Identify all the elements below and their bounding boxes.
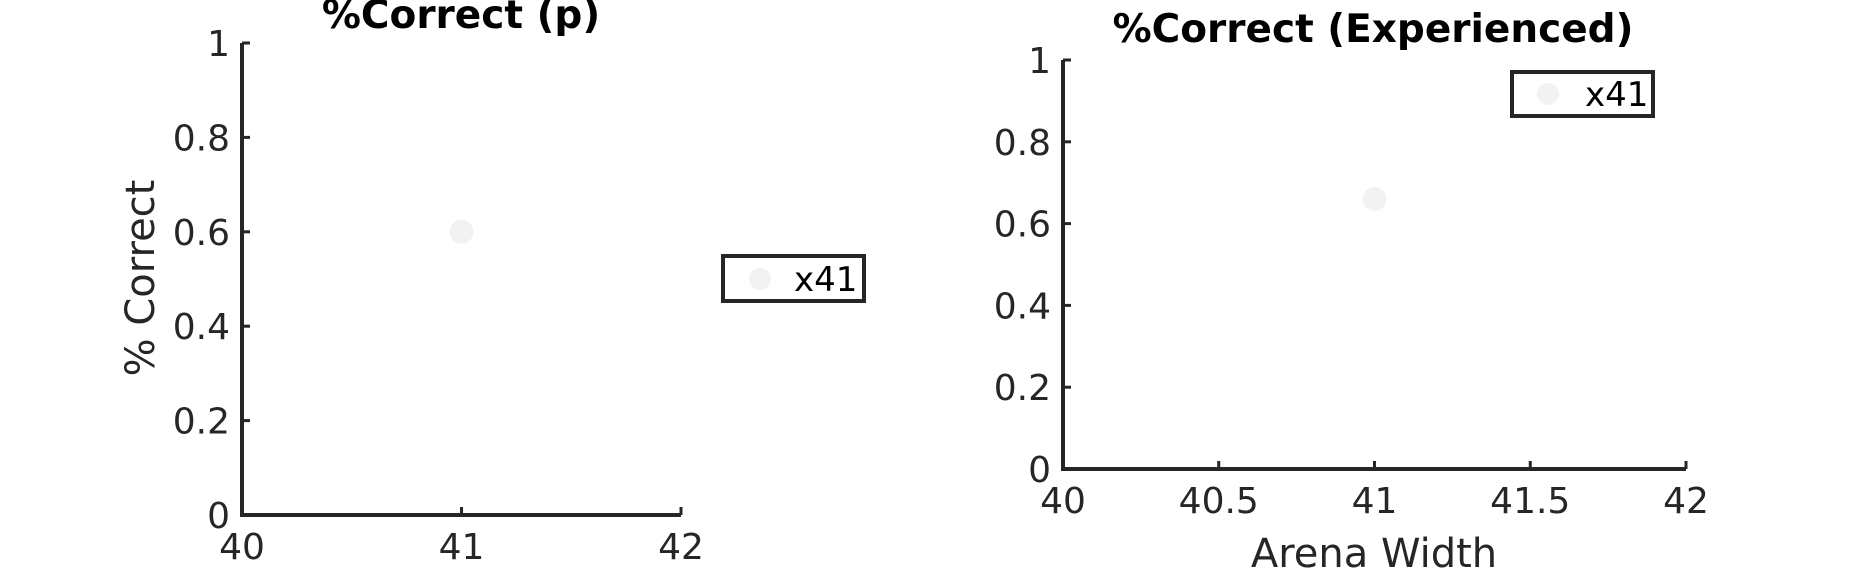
legend: x41 <box>1510 70 1655 118</box>
x-tick-label: 41 <box>439 527 485 568</box>
axes-lines <box>240 43 681 517</box>
x-tick-label: 41 <box>1352 481 1398 522</box>
y-tick-label: 1 <box>207 24 230 65</box>
x-tick-label: 42 <box>1663 481 1709 522</box>
legend-box <box>721 254 866 303</box>
x-tick-label: 41.5 <box>1490 481 1570 522</box>
x-tick-label: 40 <box>1040 481 1086 522</box>
x-axis-label: Arena Width <box>1251 531 1497 577</box>
legend-entry-x41: x41 <box>794 260 857 300</box>
y-tick-label: 0.6 <box>173 213 230 254</box>
x-tick-label: 40.5 <box>1179 481 1259 522</box>
y-tick-label: 0 <box>207 496 230 537</box>
data-points <box>1362 187 1387 212</box>
y-axis-label: % Correct <box>118 180 164 377</box>
y-axis-ticks: 0 0.2 0.4 0.6 0.8 1 <box>173 24 250 537</box>
y-tick-label: 0.8 <box>994 123 1051 164</box>
y-axis-ticks: 0 0.2 0.4 0.6 0.8 1 <box>994 41 1071 491</box>
legend-box <box>1510 70 1655 118</box>
axes-lines <box>1061 60 1686 471</box>
y-tick-label: 0.2 <box>994 368 1051 409</box>
y-tick-label: 1 <box>1028 41 1051 82</box>
x-tick-label: 42 <box>658 527 704 568</box>
x-axis-ticks: 40 40.5 41 41.5 42 <box>1040 461 1709 522</box>
chart-correct-experienced: %Correct (Experienced) 0 0.2 0.4 0.6 0.8 1 40… <box>994 7 1709 577</box>
y-tick-label: 0.8 <box>173 118 230 159</box>
y-tick-label: 0.4 <box>173 307 230 348</box>
x-axis-ticks: 40 41 42 <box>219 507 704 568</box>
chart-title: %Correct (Experienced) <box>1113 7 1634 52</box>
data-points <box>449 219 474 244</box>
data-point <box>1362 187 1387 212</box>
y-tick-label: 0 <box>1028 450 1051 491</box>
legend: x41 <box>721 254 866 303</box>
y-tick-label: 0.2 <box>173 402 230 443</box>
legend-entry-x41: x41 <box>1585 75 1648 115</box>
chart-title: %Correct (p) <box>322 0 600 38</box>
chart-correct-p: %Correct (p) 0 0.2 0.4 0.6 0.8 1 40 41 42 % Cor… <box>118 0 866 568</box>
x-tick-label: 40 <box>219 527 265 568</box>
y-tick-label: 0.6 <box>994 205 1051 246</box>
legend-marker <box>1537 83 1559 105</box>
data-point <box>449 219 474 244</box>
legend-marker <box>749 268 771 290</box>
y-tick-label: 0.4 <box>994 286 1051 327</box>
